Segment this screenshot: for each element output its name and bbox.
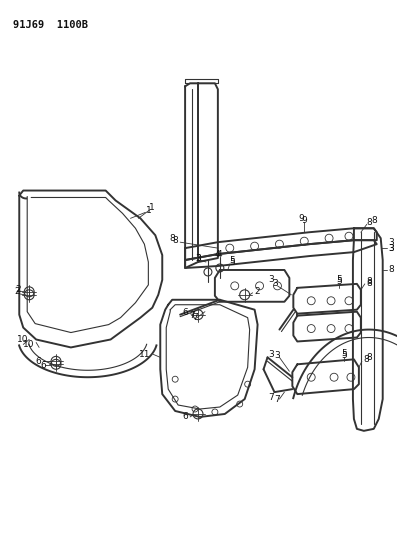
Text: 8: 8 — [367, 279, 373, 288]
Text: 9: 9 — [298, 214, 304, 223]
Text: 3: 3 — [195, 254, 201, 263]
Text: 6: 6 — [182, 308, 188, 317]
Text: 5: 5 — [229, 257, 235, 266]
Text: 4: 4 — [215, 249, 220, 259]
Text: 6: 6 — [40, 361, 46, 370]
Text: 1: 1 — [150, 203, 155, 212]
Text: 6: 6 — [182, 413, 188, 422]
Text: 10: 10 — [23, 340, 35, 349]
Text: 5: 5 — [341, 349, 347, 358]
Text: 2: 2 — [255, 287, 260, 296]
Text: 5: 5 — [336, 277, 342, 286]
Text: 7: 7 — [189, 311, 195, 320]
Text: 7: 7 — [269, 393, 274, 401]
Text: 1: 1 — [146, 206, 151, 215]
Text: 91J69  1100B: 91J69 1100B — [13, 20, 88, 30]
Text: 3: 3 — [389, 244, 394, 253]
Text: 11: 11 — [139, 350, 150, 359]
Text: 8: 8 — [367, 277, 373, 286]
Text: 3: 3 — [389, 244, 394, 253]
Text: 8: 8 — [170, 233, 175, 243]
Text: 8: 8 — [372, 216, 378, 225]
Text: 8: 8 — [364, 355, 370, 364]
Text: 8: 8 — [367, 353, 373, 362]
Text: 8: 8 — [172, 236, 178, 245]
Text: 3: 3 — [269, 350, 274, 359]
Text: 3: 3 — [275, 351, 280, 360]
Text: 2: 2 — [15, 285, 21, 294]
Text: 10: 10 — [17, 335, 29, 344]
Text: 5: 5 — [229, 255, 235, 264]
Text: 3: 3 — [389, 238, 394, 247]
Text: 5: 5 — [336, 276, 342, 285]
Text: 2: 2 — [14, 287, 20, 296]
Text: 7: 7 — [275, 394, 280, 403]
Text: 6: 6 — [35, 357, 41, 366]
Text: 8: 8 — [389, 265, 394, 274]
Text: 3: 3 — [273, 279, 278, 288]
Text: 4: 4 — [217, 249, 222, 259]
Text: 7: 7 — [192, 313, 198, 322]
Text: 5: 5 — [341, 351, 347, 360]
Text: 3: 3 — [195, 254, 201, 263]
Text: 9: 9 — [301, 216, 307, 225]
Text: 3: 3 — [269, 276, 274, 285]
Text: 8: 8 — [366, 218, 372, 227]
